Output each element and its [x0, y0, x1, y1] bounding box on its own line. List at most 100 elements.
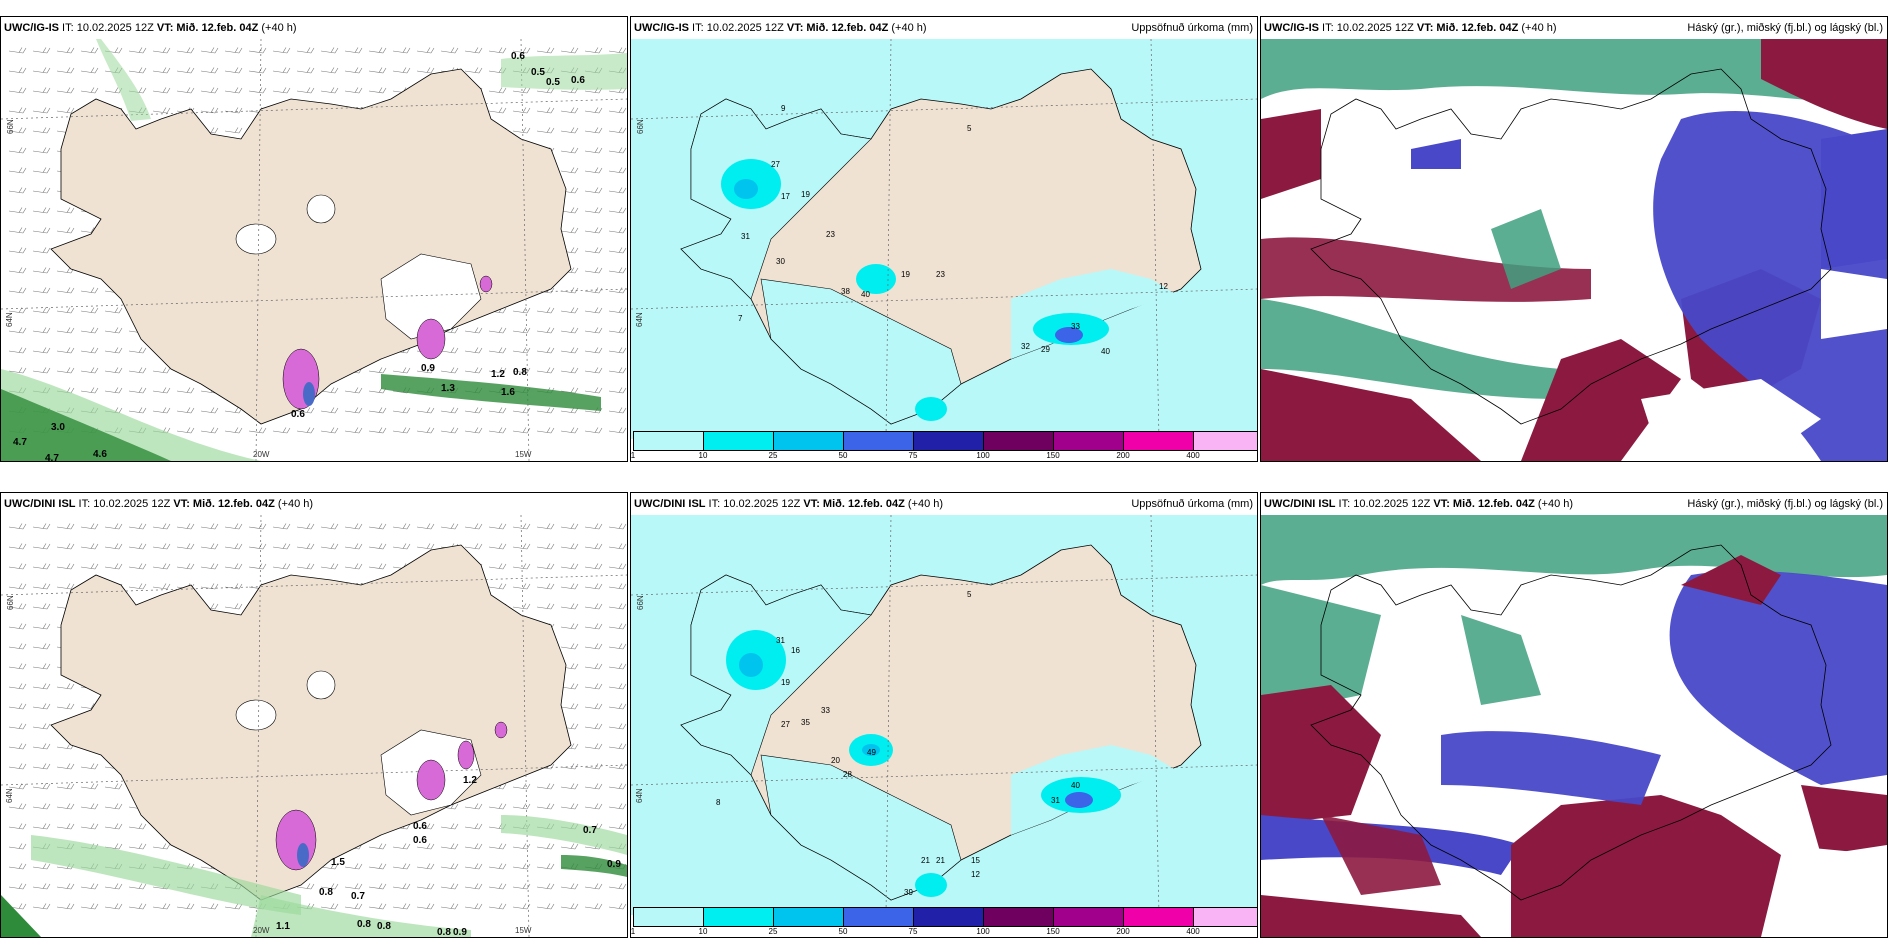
precip-value: 7: [738, 314, 743, 323]
panel-precip-dini: UWC/DINI ISL IT: 10.02.2025 12Z VT: Mið.…: [630, 492, 1258, 938]
wind-barb: [584, 583, 603, 590]
wind-barb: [152, 843, 171, 850]
wind-barb: [32, 803, 51, 810]
wind-barb: [8, 683, 27, 690]
wind-barb: [56, 883, 75, 890]
wind-barb: [32, 643, 51, 650]
wind-barb: [584, 107, 603, 114]
wind-barb: [8, 543, 27, 550]
wind-barb: [488, 87, 507, 94]
wind-barb: [56, 703, 75, 710]
panel-title: Háský (gr.), miðský (fj.bl.) og lágský (…: [1687, 22, 1883, 34]
wind-barb: [464, 47, 483, 54]
precip-value: 40: [1101, 347, 1110, 356]
wind-barb: [176, 563, 195, 570]
colorbar-tick: 1: [630, 927, 636, 936]
wind-barb: [32, 743, 51, 750]
wind-barb: [296, 407, 315, 414]
wind-barb: [608, 367, 627, 374]
wind-barb: [224, 523, 243, 530]
wind-barb: [8, 563, 27, 570]
lead-time: (+40 h): [274, 498, 314, 510]
wind-barb: [560, 307, 579, 314]
wind-barb: [488, 107, 507, 114]
wind-barb: [560, 327, 579, 334]
wind-barb: [440, 523, 459, 530]
wind-barb: [560, 883, 579, 890]
gust-value: 0.8: [513, 367, 527, 378]
wind-barb: [536, 523, 555, 530]
wind-barb: [152, 523, 171, 530]
precip-value: 33: [1071, 322, 1080, 331]
precip-value: 30: [776, 257, 785, 266]
wind-barb: [56, 803, 75, 810]
wind-barb: [32, 543, 51, 550]
wind-barb: [56, 583, 75, 590]
wind-barb: [608, 287, 627, 294]
colorbar-tick: 25: [768, 927, 778, 936]
wind-barb: [584, 47, 603, 54]
gust-value: 4.6: [93, 449, 107, 460]
wind-barb: [440, 863, 459, 870]
precip-value: 19: [801, 190, 810, 199]
wind-barb: [416, 407, 435, 414]
wind-barb: [488, 347, 507, 354]
wind-barb: [608, 107, 627, 114]
wind-barb: [128, 387, 147, 394]
gust-value: 0.9: [453, 927, 467, 937]
wind-barb: [56, 783, 75, 790]
wind-barb: [560, 347, 579, 354]
precip-value: 32: [1021, 342, 1030, 351]
iceland-landmass: [50, 544, 572, 901]
wind-barb: [344, 67, 363, 74]
lead-time: (+40 h): [888, 22, 927, 34]
wind-barb: [512, 407, 531, 414]
wind-barb: [8, 883, 27, 890]
longitude-line: [255, 515, 262, 937]
wind-barb: [608, 563, 627, 570]
wind-barb: [152, 903, 171, 910]
wind-barb: [224, 543, 243, 550]
wind-barb: [608, 47, 627, 54]
wind-barb: [320, 47, 339, 54]
wind-barb: [536, 367, 555, 374]
lat-lon-grid: [631, 515, 1257, 915]
gust-value: 0.5: [546, 77, 560, 88]
colorbar-ticks: 1 10 25 50 75 100 150 200 400: [631, 451, 1257, 461]
wind-barb: [440, 823, 459, 830]
model-name: UWC/IG-IS: [634, 22, 689, 34]
wind-barb: [344, 883, 363, 890]
wind-barb: [608, 187, 627, 194]
cloud-map: [1261, 515, 1887, 937]
wind-barb: [32, 267, 51, 274]
wind-barb: [32, 623, 51, 630]
wind-barb: [536, 307, 555, 314]
wind-barb: [584, 207, 603, 214]
wind-barb: [8, 583, 27, 590]
wind-barb: [200, 47, 219, 54]
wind-barb: [464, 903, 483, 910]
wind-barb: [344, 563, 363, 570]
precip-cover: [680, 98, 1176, 425]
wind-barb: [440, 407, 459, 414]
wind-barb: [512, 803, 531, 810]
lead-time: (+40 h): [1534, 498, 1574, 510]
wind-barb: [416, 883, 435, 890]
colorbar-tick: 400: [1186, 927, 1200, 936]
wind-barb: [32, 227, 51, 234]
wind-barb: [416, 823, 435, 830]
wind-barb: [8, 167, 27, 174]
wind-barb: [56, 107, 75, 114]
wind-barb: [32, 87, 51, 94]
panel-wind-ig-is: UWC/IG-IS IT: 10.02.2025 12Z VT: Mið. 12…: [0, 16, 628, 462]
gust-value: 0.7: [351, 891, 365, 902]
panel-header: UWC/IG-IS IT: 10.02.2025 12Z VT: Mið. 12…: [1, 17, 627, 39]
wind-barb: [152, 387, 171, 394]
valid-time: VT: Mið. 12.feb. 04Z: [1416, 22, 1519, 34]
wind-barb: [608, 723, 627, 730]
wind-barb: [152, 563, 171, 570]
lat-label: 64N: [635, 788, 644, 803]
model-name: UWC/IG-IS: [4, 22, 59, 34]
wind-barb: [80, 287, 99, 294]
wind-barb: [608, 227, 627, 234]
